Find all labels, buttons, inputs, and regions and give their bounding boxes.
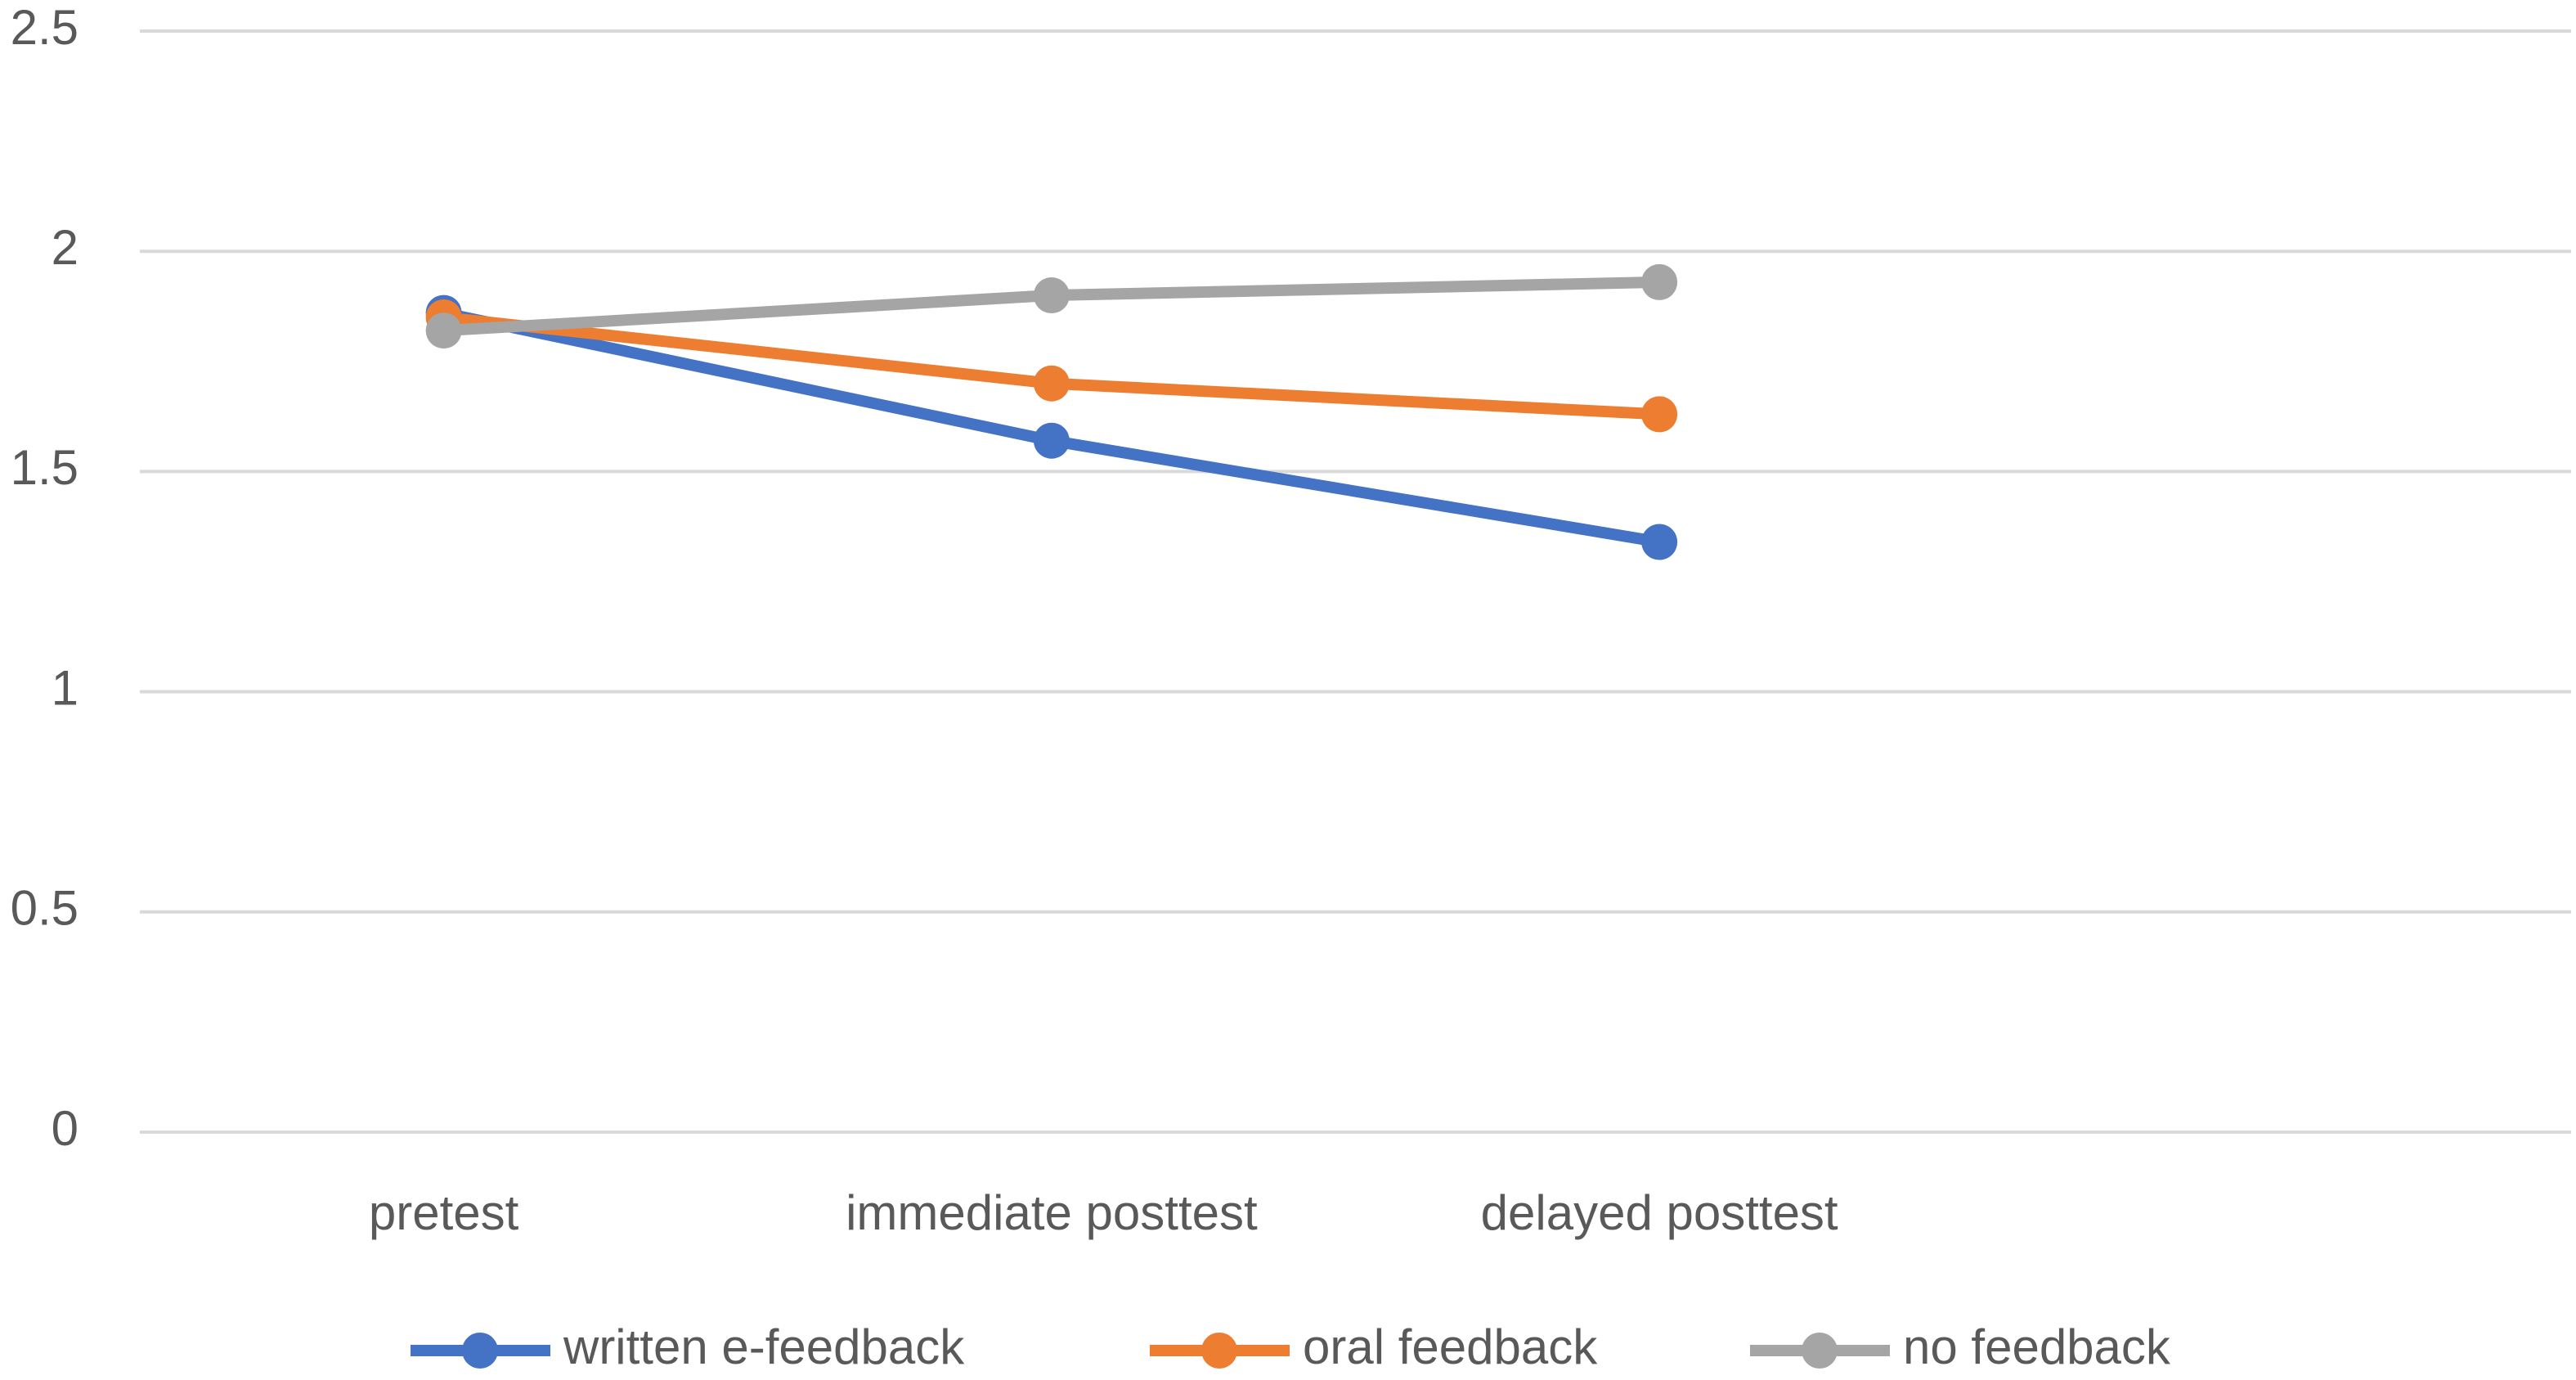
legend-label: no feedback (1903, 1319, 2171, 1374)
point (1641, 396, 1678, 433)
point (1033, 422, 1070, 459)
point (425, 312, 462, 349)
y-tick-label: 0.5 (11, 881, 79, 936)
legend-marker (1201, 1333, 1237, 1369)
legend-marker (1802, 1333, 1838, 1369)
y-tick-label: 1.5 (11, 440, 79, 495)
legend-marker (462, 1333, 498, 1369)
y-tick-label: 2 (52, 220, 79, 275)
y-tick-label: 2.5 (11, 0, 79, 55)
y-tick-label: 0 (52, 1101, 79, 1156)
point (1033, 277, 1070, 314)
x-tick-label: immediate posttest (846, 1185, 1258, 1240)
legend-label: oral feedback (1303, 1319, 1598, 1374)
point (1641, 524, 1678, 560)
x-tick-label: pretest (369, 1185, 519, 1240)
legend-label: written e-feedback (563, 1319, 965, 1374)
x-tick-label: delayed posttest (1481, 1185, 1838, 1240)
point (1641, 263, 1678, 300)
point (1033, 365, 1070, 402)
y-tick-label: 1 (52, 660, 79, 715)
